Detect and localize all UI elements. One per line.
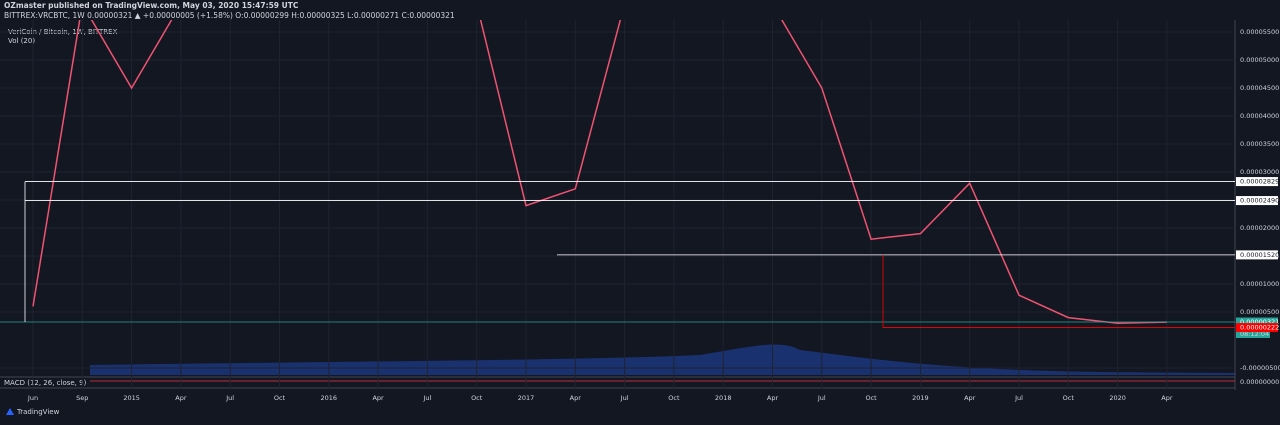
time-label: Apr	[372, 394, 384, 402]
level-label-box	[1236, 177, 1278, 187]
level-label-box	[1236, 250, 1278, 260]
time-label: Jun	[27, 394, 38, 402]
volume-title: Vol (20)	[8, 37, 35, 45]
brand: TradingView	[16, 408, 60, 416]
time-label: Apr	[1161, 394, 1173, 402]
price-tick-label: 0.00003000	[1240, 168, 1279, 176]
level-label: 0.00002490	[1240, 197, 1279, 205]
time-label: Oct	[274, 394, 286, 402]
volume-ma-area	[90, 344, 1235, 375]
price-line	[32, 20, 1167, 324]
time-label: Oct	[865, 394, 877, 402]
time-label: Apr	[767, 394, 779, 402]
time-label: Jul	[817, 394, 826, 402]
time-label: Jul	[620, 394, 629, 402]
time-label: Sep	[76, 394, 88, 402]
time-label: Oct	[1063, 394, 1075, 402]
level-label: 0.00001520	[1240, 251, 1279, 259]
level-label: 0.00000222	[1240, 324, 1279, 332]
time-label: Apr	[570, 394, 582, 402]
time-label: Oct	[471, 394, 483, 402]
price-tick-label: 0.00005000	[1240, 56, 1279, 64]
price-tick-label: 0.00004500	[1240, 84, 1279, 92]
time-label: Jul	[422, 394, 431, 402]
price-tick-label: 0.00005500	[1240, 28, 1279, 36]
price-tick-label: 0.00002000	[1240, 224, 1279, 232]
level-label: 0.00002829	[1240, 178, 1279, 186]
price-tick-label: 0.00000500	[1240, 308, 1279, 316]
level-label-box	[1236, 323, 1278, 333]
time-label: 2019	[912, 394, 929, 402]
time-label: Oct	[668, 394, 680, 402]
countdown: 08:12:04	[1240, 330, 1269, 338]
level-label: 0.00000321	[1240, 318, 1279, 326]
time-label: Jul	[225, 394, 234, 402]
level-label-box	[1236, 317, 1278, 327]
symbol-line: BITTREX:VRCBTC, 1W 0.00000321 ▲ +0.00000…	[4, 11, 455, 20]
price-tick-label: 0.00001000	[1240, 280, 1279, 288]
logo: TradingView	[6, 408, 60, 416]
published-line: OZmaster published on TradingView.com, M…	[4, 1, 299, 10]
time-label: 2017	[518, 394, 535, 402]
price-tick-label: 0.00003500	[1240, 140, 1279, 148]
time-label: Apr	[175, 394, 187, 402]
time-label: 2018	[715, 394, 732, 402]
price-tick-label: -0.00000500	[1240, 364, 1280, 372]
price-tick-label: 0.00004000	[1240, 112, 1279, 120]
time-label: 2016	[321, 394, 338, 402]
countdown-box	[1236, 330, 1270, 338]
logo-icon	[6, 408, 14, 415]
time-label: Apr	[964, 394, 976, 402]
macd-title: MACD (12, 26, close, 9)	[4, 379, 87, 387]
macd-axis-label: 0.00000000	[1240, 378, 1279, 386]
time-label: 2015	[123, 394, 140, 402]
time-label: Jul	[1014, 394, 1023, 402]
time-label: 2020	[1109, 394, 1126, 402]
level-label-box	[1236, 196, 1278, 206]
